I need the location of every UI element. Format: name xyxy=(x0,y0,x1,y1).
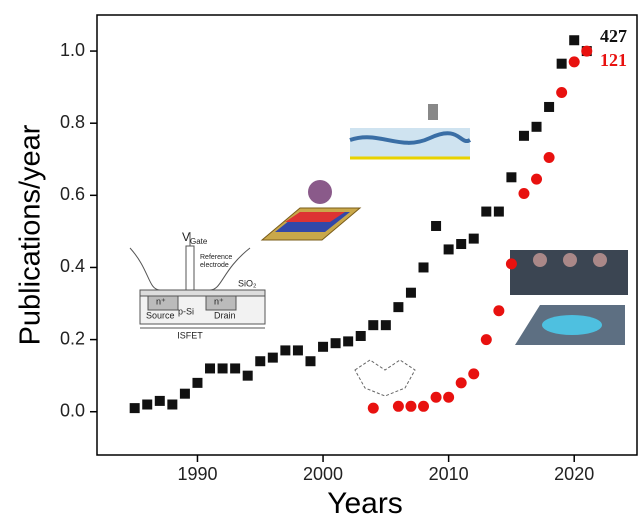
data-point xyxy=(581,46,592,57)
data-point xyxy=(519,131,529,141)
graphene-inset xyxy=(355,360,415,396)
x-axis-label: Years xyxy=(327,487,403,520)
data-point xyxy=(280,345,290,355)
data-point xyxy=(218,363,228,373)
data-point xyxy=(532,122,542,132)
y-tick-label: 0.0 xyxy=(60,400,85,420)
inset-label: n⁺ xyxy=(156,296,166,306)
data-point xyxy=(192,378,202,388)
data-point xyxy=(343,336,353,346)
data-point xyxy=(418,401,429,412)
y-tick-label: 0.8 xyxy=(60,112,85,132)
data-point xyxy=(506,258,517,269)
data-point xyxy=(318,342,328,352)
data-point xyxy=(506,172,516,182)
inset-label: p-Si xyxy=(178,306,194,316)
inset-label: Source xyxy=(146,310,175,320)
data-point xyxy=(444,244,454,254)
inset-label: Drain xyxy=(214,310,236,320)
data-point xyxy=(431,392,442,403)
data-point xyxy=(481,207,491,217)
data-point xyxy=(180,389,190,399)
isfet-inset: V Gate Reference electrode SiO₂ n⁺ n⁺ So… xyxy=(130,230,265,340)
data-point xyxy=(142,400,152,410)
device-inset xyxy=(262,180,360,240)
inset-label: n⁺ xyxy=(214,296,224,306)
data-point xyxy=(456,239,466,249)
data-point xyxy=(556,87,567,98)
data-point xyxy=(431,221,441,231)
data-point xyxy=(230,363,240,373)
data-point xyxy=(544,102,554,112)
data-point xyxy=(305,356,315,366)
data-point xyxy=(419,262,429,272)
y-tick-label: 0.4 xyxy=(60,256,85,276)
membrane-inset xyxy=(350,104,470,158)
data-point xyxy=(569,56,580,67)
annotation: 427 xyxy=(600,26,627,46)
data-point xyxy=(130,403,140,413)
y-tick-label: 0.2 xyxy=(60,328,85,348)
data-point xyxy=(557,59,567,69)
inset-label: SiO₂ xyxy=(238,278,257,288)
data-point xyxy=(443,392,454,403)
annotation: 121 xyxy=(600,50,627,70)
data-point xyxy=(167,400,177,410)
data-point xyxy=(531,174,542,185)
data-point xyxy=(481,334,492,345)
data-point xyxy=(243,371,253,381)
data-point xyxy=(268,353,278,363)
chart: V Gate Reference electrode SiO₂ n⁺ n⁺ So… xyxy=(0,0,639,522)
data-point xyxy=(393,302,403,312)
data-point xyxy=(368,403,379,414)
covid-inset xyxy=(510,250,628,345)
data-point xyxy=(255,356,265,366)
x-tick-label: 2020 xyxy=(554,464,594,484)
y-tick-label: 1.0 xyxy=(60,40,85,60)
data-point xyxy=(405,401,416,412)
inset-label: ISFET xyxy=(177,330,203,340)
data-point xyxy=(368,320,378,330)
data-point xyxy=(494,207,504,217)
data-point xyxy=(544,152,555,163)
data-point xyxy=(468,368,479,379)
data-point xyxy=(356,331,366,341)
inset-label: V xyxy=(182,230,190,244)
data-point xyxy=(393,401,404,412)
page: {"chart_data": {"type": "scatter", "xlab… xyxy=(0,0,639,527)
data-point xyxy=(456,377,467,388)
x-tick-label: 2010 xyxy=(429,464,469,484)
data-point xyxy=(331,338,341,348)
inset-label: Reference xyxy=(200,254,232,261)
x-tick-label: 1990 xyxy=(177,464,217,484)
data-point xyxy=(205,363,215,373)
data-point xyxy=(493,305,504,316)
data-point xyxy=(469,234,479,244)
inset-label: electrode xyxy=(200,262,229,269)
y-axis-label: Publications/year xyxy=(15,124,47,345)
data-point xyxy=(155,396,165,406)
data-point xyxy=(569,35,579,45)
data-point xyxy=(293,345,303,355)
data-point xyxy=(518,188,529,199)
plot-frame xyxy=(97,15,637,455)
data-point xyxy=(381,320,391,330)
inset-label: Gate xyxy=(190,237,208,246)
data-point xyxy=(406,288,416,298)
x-tick-label: 2000 xyxy=(303,464,343,484)
y-tick-label: 0.6 xyxy=(60,184,85,204)
